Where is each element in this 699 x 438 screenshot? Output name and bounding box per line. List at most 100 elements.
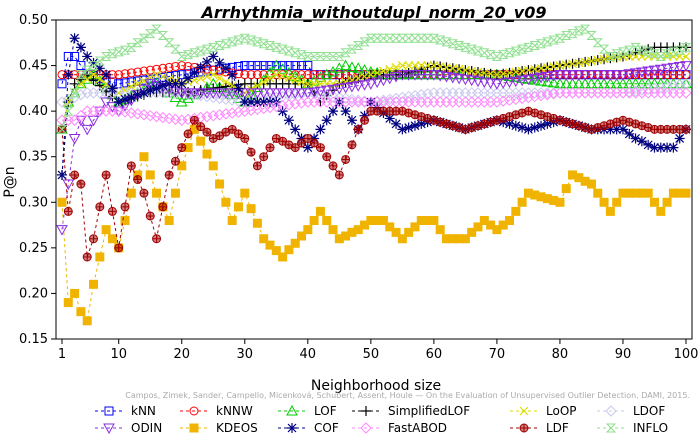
data-point-fastabod (516, 92, 528, 105)
data-point-odin (623, 69, 636, 80)
data-point-knn (303, 61, 313, 71)
series-line-ldof (61, 83, 687, 103)
data-point-cof (346, 115, 357, 126)
data-point-cof (321, 115, 332, 126)
data-point-loop (158, 72, 168, 81)
data-point-odin (301, 88, 314, 99)
data-point-inflo (170, 44, 181, 54)
data-point-cof (624, 128, 635, 139)
data-point-ldof (377, 94, 390, 106)
data-point-ldf (139, 188, 149, 198)
data-point-inflo (182, 50, 194, 60)
data-point-cof (283, 115, 294, 126)
data-point-odin (541, 72, 554, 83)
data-point-kdeos (164, 216, 174, 226)
data-point-cof (201, 56, 212, 67)
x-tick-label: 1 (58, 347, 66, 362)
data-point-odin (220, 88, 232, 99)
data-point-ldf (347, 140, 357, 150)
data-point-kdeos (467, 227, 477, 237)
data-point-odin (446, 72, 459, 84)
data-point-kdeos (221, 197, 231, 207)
data-point-cof (82, 51, 93, 62)
data-point-kdeos (460, 234, 470, 244)
data-point-cof (145, 85, 156, 96)
data-point-odin (516, 75, 528, 87)
data-point-ldf (215, 131, 225, 141)
data-point-loop (379, 66, 388, 76)
data-point-knnw (114, 70, 124, 80)
data-point-odin (251, 88, 264, 99)
data-point-ldf (101, 170, 111, 180)
data-point-odin (409, 70, 421, 81)
data-point-odin (320, 85, 333, 97)
data-point-inflo (107, 49, 118, 59)
data-point-inflo (258, 39, 269, 49)
data-point-cof (214, 57, 225, 68)
data-point-ldf-cross (234, 129, 243, 138)
data-point-kdeos (152, 188, 162, 198)
data-point-odin (642, 66, 655, 78)
data-point-fastabod (522, 91, 535, 104)
data-point-kdeos (681, 188, 691, 198)
legend-item-cof: COF (278, 421, 339, 435)
data-point-fastabod (497, 95, 509, 107)
data-point-inflo (226, 37, 238, 47)
data-point-knnw (126, 68, 136, 78)
data-point-ldf (89, 234, 99, 244)
data-point-ldof (276, 90, 289, 103)
data-point-odin (648, 65, 661, 77)
data-point-cof (120, 94, 131, 105)
data-point-ldf-cross (64, 207, 73, 216)
data-point-kdeos (378, 216, 388, 226)
legend-label: kNN (131, 404, 156, 418)
data-point-kdeos (315, 206, 325, 216)
data-point-inflo (498, 50, 509, 60)
data-point-cof (189, 67, 200, 78)
data-point-inflo (340, 48, 351, 58)
legend-label: SimplifiedLOF (388, 404, 470, 418)
series-line-loop (61, 56, 686, 130)
data-point-inflo (119, 45, 131, 55)
data-point-kdeos (233, 202, 243, 212)
legend-item-fastabod: FastABOD (352, 421, 447, 435)
data-point-odin (509, 76, 522, 88)
legend-item-ldf: LDF (510, 421, 569, 435)
data-point-inflo (586, 30, 597, 40)
data-point-ldf (227, 124, 237, 134)
data-point-ldf (328, 161, 338, 171)
data-point-knn (76, 61, 86, 71)
data-point-ldof (648, 82, 661, 95)
data-point-ldf-cross (102, 170, 111, 179)
data-point-loop (391, 62, 401, 72)
data-point-odin (636, 67, 648, 78)
x-tick-label: 10 (110, 347, 127, 362)
data-point-kdeos (593, 188, 603, 198)
data-point-odin (201, 88, 213, 99)
series-loop (57, 52, 691, 134)
data-point-kdeos (555, 197, 565, 207)
data-point-fastabod (201, 110, 213, 123)
data-point-odin (56, 225, 68, 236)
data-point-inflo (271, 42, 282, 52)
data-point-ldf (315, 143, 325, 153)
data-point-inflo (561, 30, 572, 40)
data-point-odin (383, 73, 396, 85)
data-point-odin (484, 78, 497, 89)
data-point-ldf-cross (247, 148, 256, 157)
y-tick-label: 0.40 (19, 104, 48, 119)
data-point-odin (465, 75, 478, 87)
series-cof (57, 33, 691, 180)
data-point-odin (68, 133, 81, 145)
data-point-inflo (277, 44, 288, 54)
data-point-loop (252, 81, 262, 91)
data-point-ldf-cross (278, 137, 287, 146)
data-point-inflo (56, 124, 68, 134)
legend-item-knn: kNN (95, 404, 156, 418)
data-point-fastabod (510, 93, 522, 106)
x-tick-label: 70 (489, 347, 506, 362)
data-point-ldf-cross (133, 175, 142, 184)
data-point-cof (69, 33, 80, 44)
data-point-simplifiedlof (88, 75, 99, 86)
data-point-kdeos (227, 216, 237, 226)
